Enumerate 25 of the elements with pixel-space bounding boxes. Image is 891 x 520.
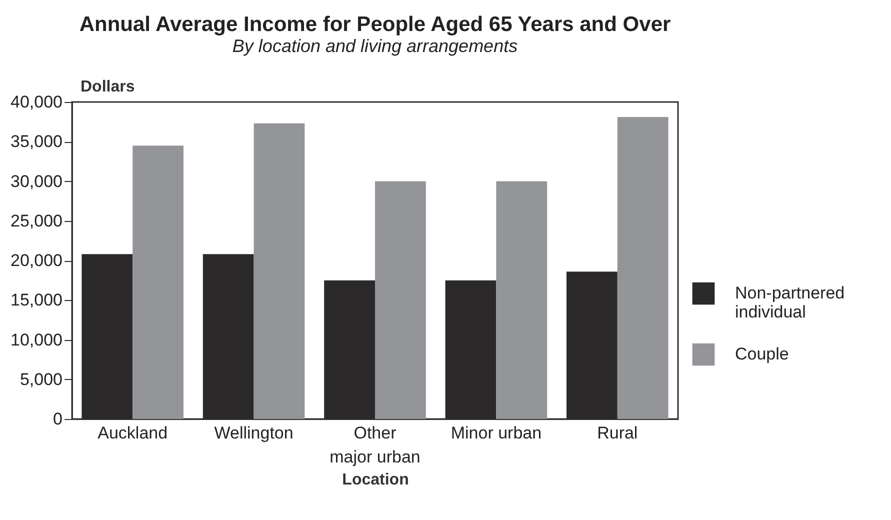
legend-label: Non-partnered individual bbox=[735, 284, 845, 322]
bar bbox=[132, 146, 184, 419]
y-tick-label: 25,000 bbox=[10, 211, 62, 230]
x-tick-label: Wellington bbox=[214, 424, 294, 442]
x-tick-label: Other major urban bbox=[330, 424, 420, 466]
chart-title: Annual Average Income for People Aged 65 Years and Over bbox=[79, 13, 671, 36]
bar bbox=[375, 181, 426, 419]
y-tick-label: 15,000 bbox=[10, 290, 62, 310]
y-tick-label: 10,000 bbox=[10, 330, 62, 350]
y-tick-label: 35,000 bbox=[10, 132, 62, 152]
legend-label: Couple bbox=[735, 344, 789, 364]
y-tick-label: 5,000 bbox=[20, 370, 62, 389]
x-tick-label: Auckland bbox=[98, 424, 168, 442]
bar bbox=[254, 123, 305, 419]
bar bbox=[496, 181, 548, 419]
bar bbox=[617, 117, 668, 419]
y-tick-label: 20,000 bbox=[10, 251, 62, 270]
y-axis-title: Dollars bbox=[80, 78, 135, 96]
y-tick-label: 30,000 bbox=[10, 172, 62, 191]
x-axis-title: Location bbox=[342, 472, 409, 488]
y-tick-label: 40,000 bbox=[10, 92, 62, 112]
x-tick-label: Minor urban bbox=[450, 424, 542, 442]
y-tick-label: 0 bbox=[53, 410, 62, 428]
chart-subtitle: By location and living arrangements bbox=[232, 36, 518, 56]
x-tick-label: Rural bbox=[597, 424, 638, 442]
